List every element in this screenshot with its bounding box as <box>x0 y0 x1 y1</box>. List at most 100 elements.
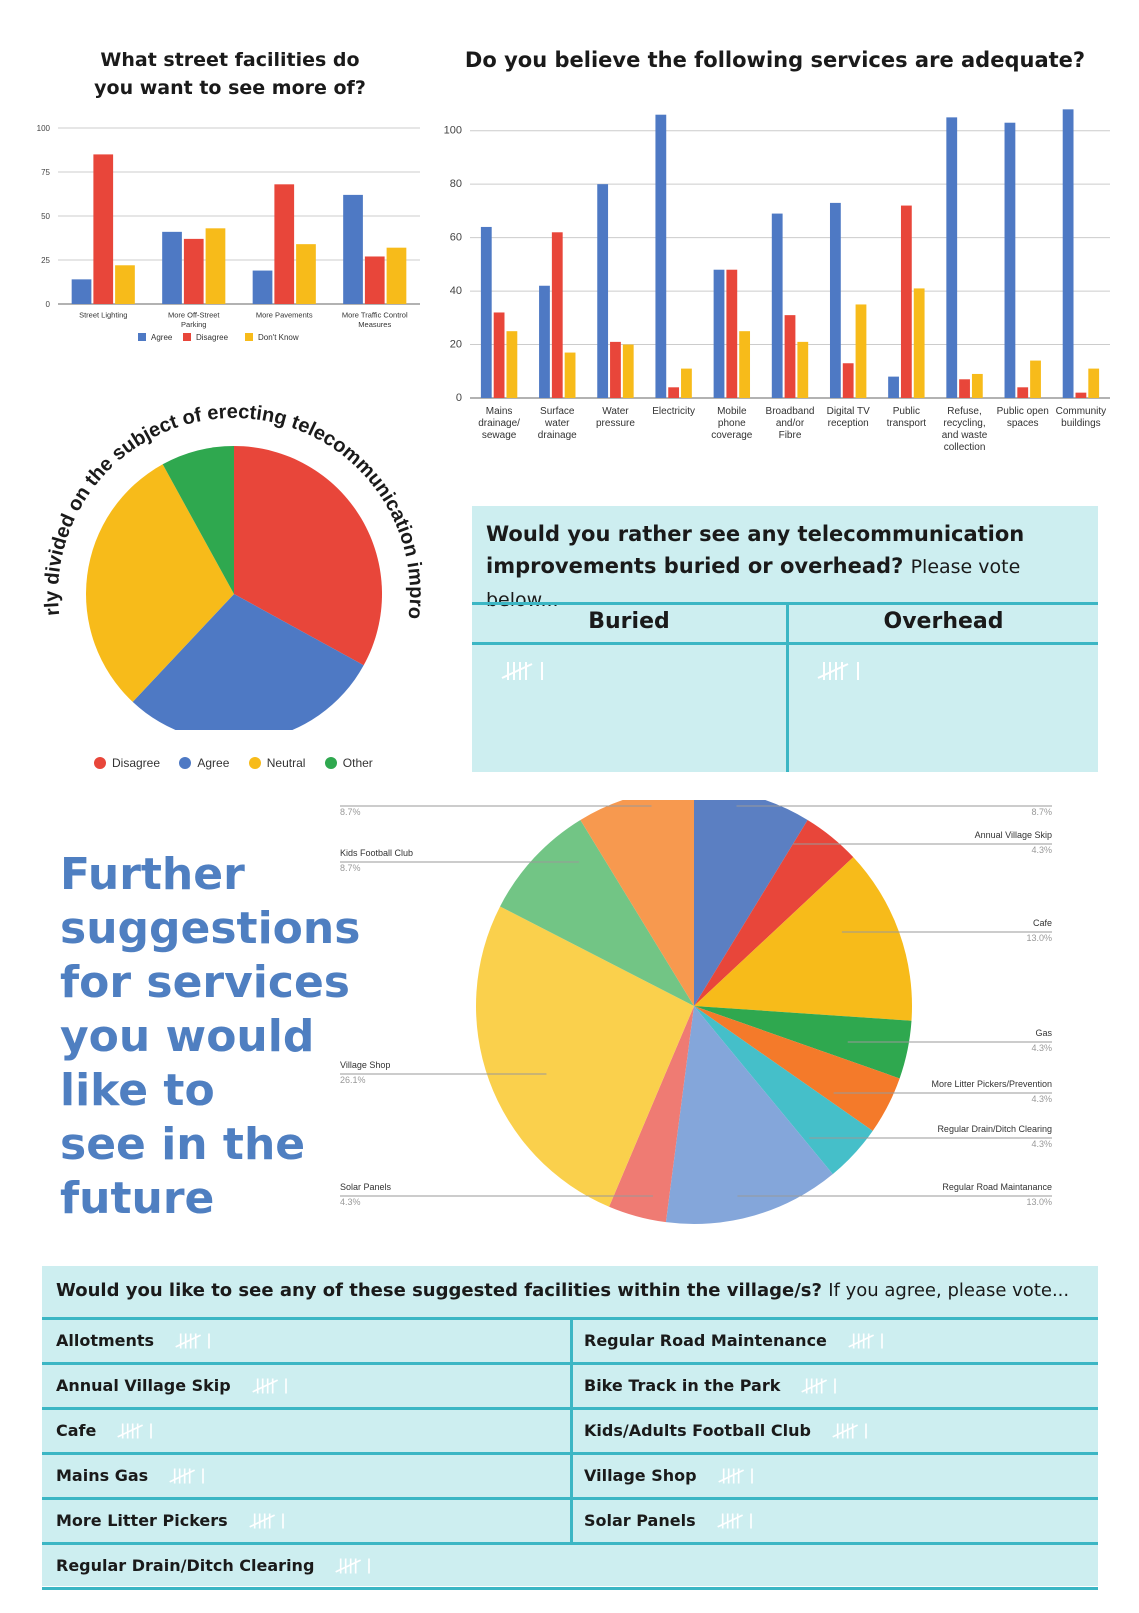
x-tick-label: More Off-Street Parking <box>168 311 220 330</box>
facility-row: Kids/Adults Football Club <box>584 1408 881 1453</box>
tally-mark-icon <box>501 662 543 680</box>
y-tick-label: 50 <box>41 212 50 221</box>
divider <box>42 1587 1098 1590</box>
bar <box>539 285 550 398</box>
heading-line: for services <box>60 957 350 1008</box>
slice-label: Bike Track <box>340 800 383 802</box>
bar <box>364 256 385 304</box>
bar <box>343 194 363 304</box>
facility-label: Solar Panels <box>584 1511 696 1530</box>
legend-disagree: Disagree <box>94 756 160 770</box>
bar <box>71 279 92 304</box>
tally-mark-icon <box>175 1333 210 1348</box>
slice-percent: 8.7% <box>1031 807 1052 817</box>
y-tick-label: 100 <box>37 124 51 133</box>
bar <box>610 341 621 398</box>
tally-mark-icon <box>832 1423 867 1438</box>
bar <box>971 373 983 398</box>
tally-mark-icon <box>335 1558 371 1573</box>
pie-slice <box>132 594 364 730</box>
pie-slice <box>694 1006 912 1079</box>
bar <box>842 363 854 398</box>
bar <box>274 184 295 304</box>
bar <box>162 231 182 304</box>
facility-label: Mains Gas <box>56 1466 149 1485</box>
legend-label: Disagree <box>196 333 229 342</box>
slice-label: Allotments <box>1010 800 1053 802</box>
bar <box>1075 392 1087 398</box>
bar <box>493 312 505 398</box>
bar <box>913 288 925 398</box>
y-tick-label: 80 <box>450 178 462 190</box>
chart1-title: What street facilities do you want to se… <box>94 49 366 99</box>
slice-percent: 4.3% <box>1031 1043 1052 1053</box>
legend-label: Agree <box>197 756 230 770</box>
bar <box>551 232 563 398</box>
pie-slice <box>665 1006 833 1224</box>
slice-label: Solar Panels <box>340 1182 392 1192</box>
bar <box>622 344 634 398</box>
bar <box>1062 109 1074 398</box>
bar <box>726 269 738 398</box>
x-tick-label: Water pressure <box>596 406 635 429</box>
bar <box>296 244 316 304</box>
y-tick-label: 0 <box>46 300 51 309</box>
tally-mark-icon <box>249 1513 284 1528</box>
facilities-question-text: Would you like to see any of these sugge… <box>56 1280 822 1301</box>
tally-mark-icon <box>169 1468 204 1483</box>
x-tick-label: More Traffic Control Measures <box>342 311 408 330</box>
facility-row: Village Shop <box>584 1453 767 1498</box>
slice-label: More Litter Pickers/Prevention <box>931 1079 1052 1089</box>
x-tick-label: Public transport <box>887 406 927 429</box>
slice-label: Annual Village Skip <box>975 830 1052 840</box>
legend-label: Disagree <box>112 756 161 770</box>
chart2-title: Do you believe the following services ar… <box>464 48 1086 72</box>
facility-label: Regular Drain/Ditch Clearing <box>56 1556 315 1575</box>
bar <box>829 202 841 398</box>
x-tick-label: Surface water drainage <box>538 406 577 441</box>
x-tick-label: Electricity <box>652 406 695 417</box>
x-tick-label: Public open spaces <box>997 406 1049 429</box>
x-tick-label: Digital TV reception <box>827 406 870 429</box>
facility-row: Allotments <box>56 1318 224 1363</box>
bar <box>506 331 518 398</box>
tally-mark-icon <box>717 1468 753 1483</box>
x-tick-label: Broadband and/or Fibre <box>766 406 815 441</box>
bar <box>946 117 958 398</box>
bar <box>480 226 492 398</box>
services-adequacy-chart: 0 20 40 60 80 100 Mains drainage/sewage Surface w… <box>444 109 1110 453</box>
facility-row: Regular Drain/Ditch Clearing <box>56 1543 384 1588</box>
y-tick-label: 20 <box>450 339 462 351</box>
facility-label: Allotments <box>56 1331 155 1350</box>
heading-line: Further <box>60 849 245 900</box>
slice-percent: 26.1% <box>340 1075 366 1085</box>
slice-label: Gas <box>1035 1028 1052 1038</box>
facility-label: Village Shop <box>584 1466 697 1485</box>
legend-label: Neutral <box>266 756 306 770</box>
heading-line: you would <box>60 1011 315 1062</box>
bar <box>1088 368 1100 398</box>
pie-slice <box>476 906 694 1207</box>
facility-label: Kids/Adults Football Club <box>584 1421 811 1440</box>
slice-label: Regular Road Maintanance <box>942 1182 1052 1192</box>
street-facilities-chart: 0 25 50 75 100 Street Lighting More Off-Street… <box>37 124 420 342</box>
facility-label: Bike Track in the Park <box>584 1376 781 1395</box>
chart3-legend: Disagree Agree Neutral Other <box>94 756 434 772</box>
tally-mark-icon <box>801 1378 837 1393</box>
bar <box>855 304 867 398</box>
pie-slice <box>85 464 234 702</box>
y-tick-label: 40 <box>450 285 462 297</box>
bar <box>252 270 273 304</box>
pie-slice <box>694 1006 900 1131</box>
x-tick-label: More Pavements <box>256 311 313 320</box>
slice-label: Kids Football Club <box>340 848 413 858</box>
legend-label: Don't Know <box>258 333 299 342</box>
slice-percent: 4.3% <box>1031 1139 1052 1149</box>
y-tick-label: 25 <box>41 256 50 265</box>
suggestions-pie: Allotments 8.7% Annual Village Skip 4.3% Caf… <box>340 800 1053 1224</box>
slice-label: Regular Drain/Ditch Clearing <box>937 1124 1052 1134</box>
bar <box>564 352 576 398</box>
divider <box>472 642 1098 645</box>
pie-slice <box>234 446 382 666</box>
facility-row: Solar Panels <box>584 1498 766 1543</box>
